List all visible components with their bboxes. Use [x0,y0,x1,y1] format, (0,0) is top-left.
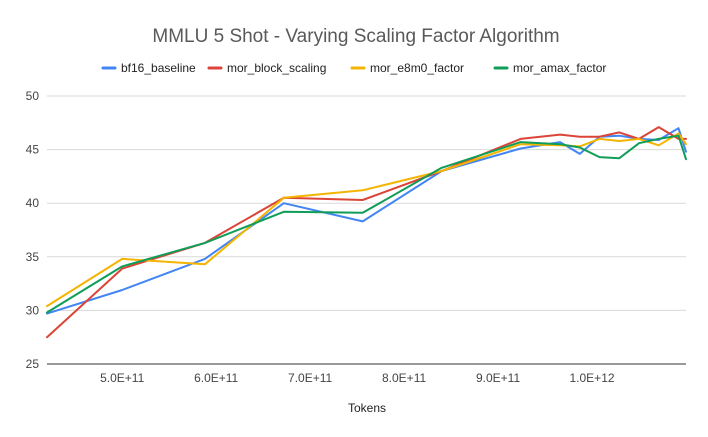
gridlines [47,95,686,311]
y-tick-label: 45 [26,143,40,157]
x-tick-label: 6.0E+11 [194,371,238,385]
legend-item-mor_e8m0_factor: mor_e8m0_factor [350,61,464,75]
series-line-mor_e8m0_factor [46,132,687,308]
y-axis: 25 30 35 40 45 50 [26,89,40,371]
y-tick-label: 50 [26,89,40,103]
legend-item-mor_amax_factor: mor_amax_factor [493,61,606,75]
legend-label: mor_e8m0_factor [370,61,464,75]
y-tick-label: 25 [26,357,40,371]
x-axis-title: Tokens [348,401,386,415]
x-tick-label: 1.0E+12 [570,371,615,385]
legend-label: mor_block_scaling [227,61,326,75]
y-tick-label: 40 [26,196,40,210]
series-line-mor_amax_factor [46,134,687,314]
y-tick-label: 35 [26,250,40,264]
x-axis: 5.0E+11 6.0E+11 7.0E+11 8.0E+11 9.0E+11 1.0E+… [47,363,686,385]
legend: bf16_baseline mor_block_scaling mor_e8m0_f… [101,61,606,75]
legend-label: mor_amax_factor [513,61,606,75]
x-tick-label: 5.0E+11 [100,371,144,385]
series-line-mor_block_scaling [46,126,687,339]
chart-title: MMLU 5 Shot - Varying Scaling Factor Alg… [152,26,559,47]
y-tick-label: 30 [26,303,40,317]
x-tick-label: 9.0E+11 [476,371,520,385]
x-tick-label: 7.0E+11 [288,371,332,385]
legend-label: bf16_baseline [121,61,196,75]
series-line-bf16_baseline [46,127,687,315]
plot-area [46,126,687,339]
legend-item-bf16_baseline: bf16_baseline [101,61,196,75]
x-tick-label: 8.0E+11 [382,371,426,385]
legend-item-mor_block_scaling: mor_block_scaling [207,61,326,75]
